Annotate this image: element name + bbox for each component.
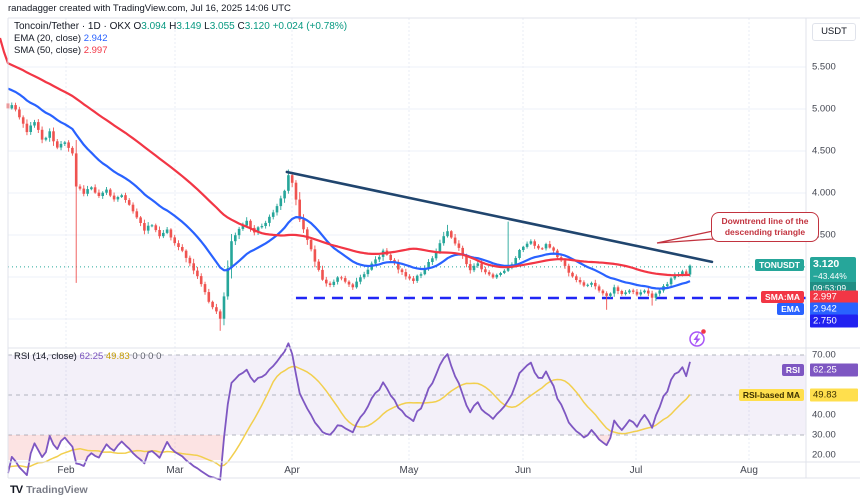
flash-icon[interactable] [689, 329, 706, 347]
candles [6, 98, 692, 331]
